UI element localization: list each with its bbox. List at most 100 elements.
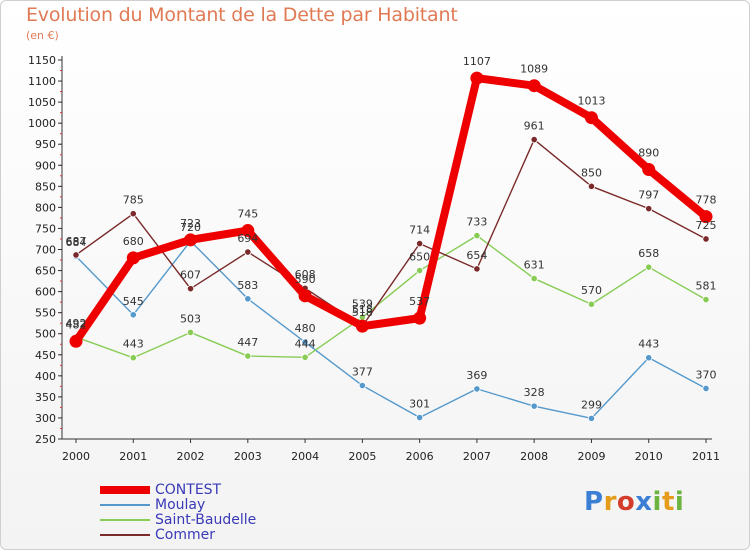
legend-label: Moulay (155, 497, 206, 513)
data-label: 607 (180, 269, 201, 282)
data-point (129, 210, 137, 218)
data-label: 539 (352, 297, 373, 310)
logo-letter: t (661, 487, 675, 517)
y-tick-label: 300 (35, 412, 56, 425)
y-tick-label: 1100 (28, 75, 56, 88)
y-tick-label: 550 (35, 307, 56, 320)
data-label: 503 (180, 312, 201, 325)
data-point (355, 319, 369, 333)
data-label: 733 (466, 216, 487, 229)
data-point (645, 263, 653, 271)
data-label: 443 (638, 338, 659, 351)
data-label: 1107 (463, 55, 491, 68)
y-tick-label: 1150 (28, 54, 56, 67)
data-label: 687 (66, 235, 87, 248)
y-tick-label: 700 (35, 244, 56, 257)
proxiti-logo: Proxiti (584, 487, 684, 517)
legend-item: Commer (100, 528, 360, 542)
data-label: 492 (66, 317, 87, 330)
y-tick-label: 950 (35, 138, 56, 151)
y-tick-label: 350 (35, 391, 56, 404)
data-label: 583 (237, 279, 258, 292)
y-tick-label: 600 (35, 286, 56, 299)
data-label: 714 (409, 224, 430, 237)
data-label: 480 (295, 322, 316, 335)
data-label: 518 (352, 303, 373, 316)
data-label: 680 (123, 235, 144, 248)
data-point (587, 414, 596, 422)
data-label: 447 (237, 336, 258, 349)
data-point (358, 381, 366, 390)
legend-swatch (100, 504, 150, 506)
data-point (186, 328, 195, 337)
x-tick-label: 2005 (348, 450, 376, 463)
data-label: 654 (466, 249, 487, 262)
x-tick-label: 2006 (406, 450, 434, 463)
series-line-saint-baudelle (75, 234, 707, 359)
data-label: 328 (524, 386, 545, 399)
data-label: 581 (696, 280, 717, 293)
data-label: 377 (352, 366, 373, 379)
data-point (702, 235, 710, 243)
data-point (699, 210, 713, 224)
data-label: 570 (581, 284, 602, 297)
y-tick-label: 750 (35, 222, 56, 235)
legend-item: CONTEST (100, 483, 360, 497)
data-label: 369 (466, 369, 487, 382)
legend-swatch (100, 534, 150, 536)
data-label: 890 (638, 146, 659, 159)
y-tick-label: 900 (35, 159, 56, 172)
data-point (584, 111, 598, 125)
x-tick-label: 2007 (463, 450, 491, 463)
x-tick-label: 2001 (119, 450, 147, 463)
data-label: 518 (352, 306, 373, 319)
data-label: 694 (237, 232, 258, 245)
data-point (645, 354, 653, 362)
data-label: 482 (66, 318, 87, 331)
data-point (530, 135, 538, 144)
logo-letter: P (584, 487, 604, 517)
data-label: 725 (696, 219, 717, 232)
y-tick-label: 850 (35, 180, 56, 193)
chart-unit-label: (en €) (26, 29, 59, 42)
data-point (473, 385, 481, 393)
data-point (72, 251, 80, 259)
x-tick-label: 2003 (234, 450, 262, 463)
data-label: 590 (295, 273, 316, 286)
data-label: 745 (237, 208, 258, 221)
y-tick-label: 450 (35, 349, 56, 362)
x-tick-label: 2000 (62, 450, 90, 463)
data-label: 299 (581, 398, 602, 411)
data-point (244, 248, 252, 256)
data-point (530, 402, 538, 410)
data-label: 961 (524, 120, 545, 133)
data-label: 850 (581, 166, 602, 179)
data-label: 720 (180, 221, 201, 234)
data-label: 778 (696, 194, 717, 207)
legend-swatch (100, 519, 150, 521)
data-label: 545 (123, 295, 144, 308)
y-tick-label: 500 (35, 328, 56, 341)
data-label: 723 (180, 217, 201, 230)
legend-label: Commer (155, 527, 215, 543)
data-point (473, 265, 481, 273)
y-tick-label: 250 (35, 433, 56, 446)
data-label: 301 (409, 398, 430, 411)
legend-item: Saint-Baudelle (100, 513, 360, 527)
y-tick-label: 800 (35, 201, 56, 214)
data-point (470, 71, 484, 85)
data-label: 785 (123, 194, 144, 207)
data-label: 797 (638, 189, 659, 202)
legend-label: CONTEST (155, 482, 222, 498)
logo-letter: i (674, 487, 685, 517)
data-label: 537 (409, 295, 430, 308)
x-tick-label: 2004 (291, 450, 319, 463)
y-tick-label: 400 (35, 370, 56, 383)
series-line-moulay (75, 240, 707, 420)
x-tick-label: 2002 (177, 450, 205, 463)
data-point (416, 240, 424, 248)
data-label: 684 (66, 236, 87, 249)
data-label: 443 (123, 338, 144, 351)
series-line-commer (75, 138, 707, 327)
